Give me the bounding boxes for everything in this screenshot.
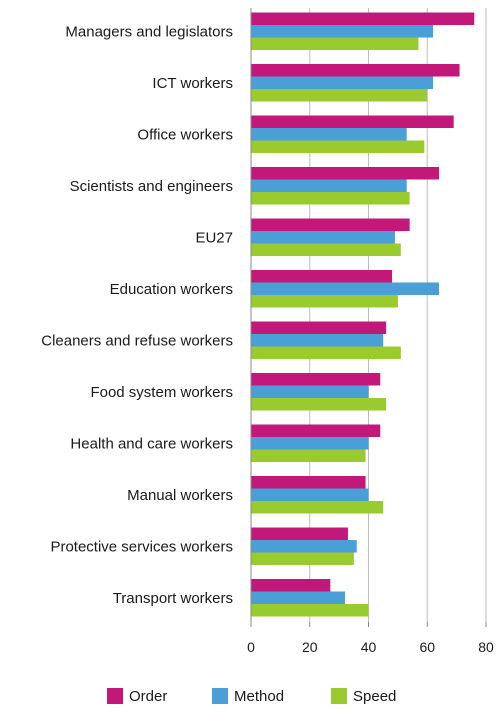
x-tick-labels: 0 20 40 60 80 [247,639,494,655]
bar-speed [251,398,387,411]
bar-method [251,179,407,192]
bar-method [251,591,345,604]
bar-method [251,437,369,450]
category-label: Cleaners and refuse workers [41,332,233,349]
category-label: Education workers [110,281,233,298]
bar-speed [251,243,401,256]
legend-swatch-method [212,688,228,704]
bar-speed [251,501,384,514]
bar-order [251,167,439,180]
bar-method [251,385,369,398]
bar-method [251,231,395,244]
category-label: Health and care workers [70,435,233,452]
category-label: Scientists and engineers [70,178,233,195]
bar-method [251,540,357,553]
category-label: Manual workers [127,487,233,504]
bar-order [251,476,366,489]
legend-label-speed: Speed [353,688,396,705]
bars [251,12,475,617]
x-tick-label: 60 [419,639,435,655]
bar-order [251,12,475,25]
bar-speed [251,192,410,205]
category-label: ICT workers [152,75,233,92]
bar-speed [251,140,425,153]
category-label: Protective services workers [50,538,233,555]
bar-order [251,424,381,437]
bar-order [251,527,348,540]
category-label: Transport workers [113,590,233,607]
bar-order [251,373,381,386]
category-label: EU27 [195,229,233,246]
bar-speed [251,604,369,617]
bar-order [251,115,454,128]
legend-label-order: Order [129,688,167,705]
bar-order [251,321,387,334]
bar-speed [251,552,354,565]
gridlines [309,8,487,622]
bar-method [251,128,407,141]
bar-order [251,218,410,231]
bar-method [251,488,369,501]
x-tick-label: 40 [361,639,377,655]
legend-label-method: Method [234,688,284,705]
legend: Order Method Speed [107,688,396,705]
axes [250,8,487,627]
bar-method [251,25,434,38]
x-tick-label: 20 [302,639,318,655]
bar-speed [251,346,401,359]
category-label: Managers and legislators [65,23,233,40]
bar-order [251,579,331,592]
bar-order [251,64,460,77]
bar-method [251,282,439,295]
legend-swatch-speed [331,688,347,704]
bar-method [251,76,434,89]
bar-speed [251,295,398,308]
x-tick-label: 80 [478,639,494,655]
bar-method [251,334,384,347]
category-labels: Managers and legislators ICT workers Offic… [41,23,233,607]
bar-order [251,270,392,283]
bar-speed [251,89,428,102]
bar-speed [251,37,419,50]
legend-swatch-order [107,688,123,704]
category-label: Food system workers [90,384,233,401]
x-tick-label: 0 [247,639,255,655]
bar-speed [251,449,366,462]
category-label: Office workers [137,126,233,143]
